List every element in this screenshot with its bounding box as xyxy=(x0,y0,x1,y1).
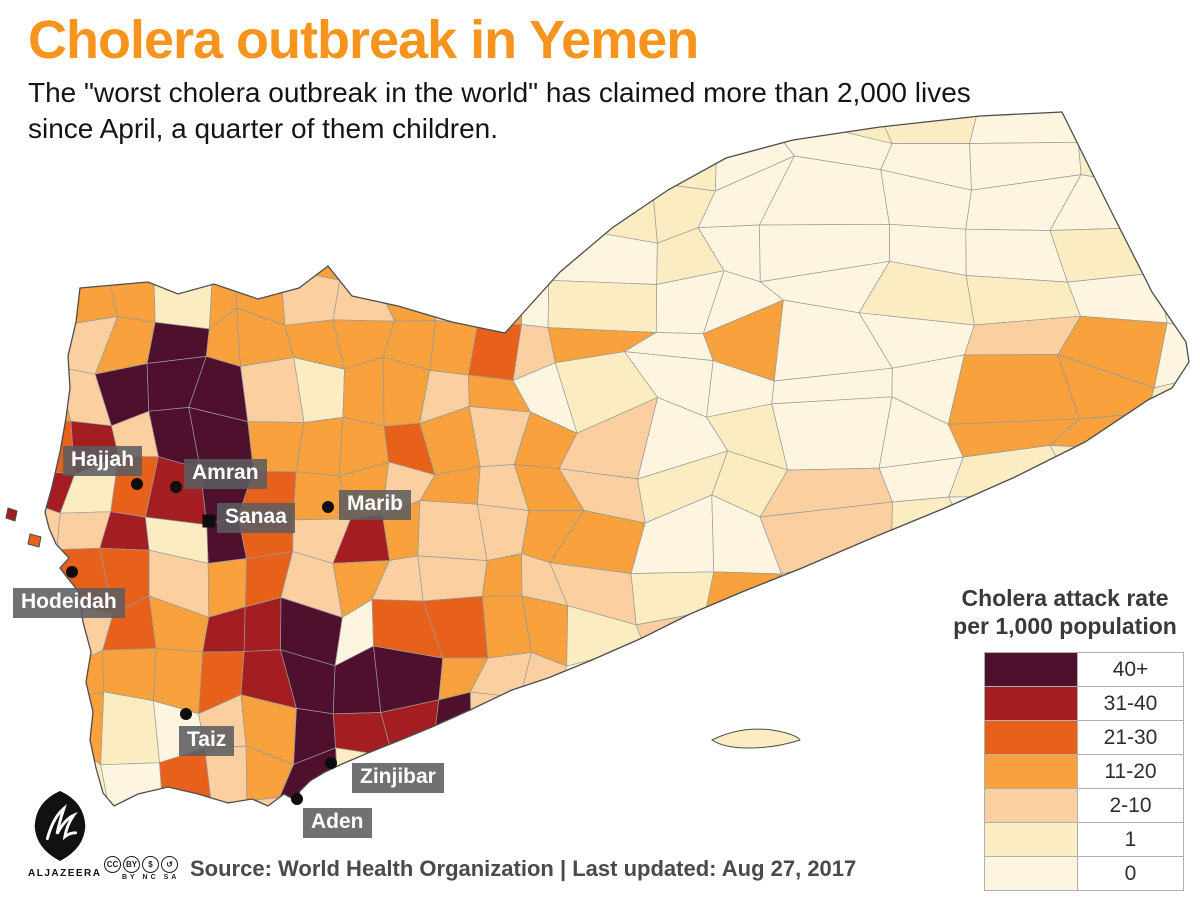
city-marker-hajjah xyxy=(131,478,143,490)
legend-label: 2-10 xyxy=(1078,789,1183,823)
legend-label: 40+ xyxy=(1078,653,1183,687)
city-label-aden: Aden xyxy=(303,808,372,839)
city-marker-taiz xyxy=(180,708,192,720)
cc-license-icons: CC BY $ ↺ BY NC SA xyxy=(104,854,192,881)
legend-row-40+: 40+ xyxy=(984,652,1184,688)
legend-row-31-40: 31-40 xyxy=(984,686,1184,722)
city-marker-amran xyxy=(170,481,182,493)
city-marker-aden xyxy=(291,793,303,805)
legend-label: 1 xyxy=(1078,823,1183,857)
legend-swatch xyxy=(985,857,1078,891)
legend-swatch xyxy=(985,721,1078,755)
city-marker-zinjibar xyxy=(325,757,337,769)
city-label-zinjibar: Zinjibar xyxy=(352,763,444,794)
legend-row-11-20: 11-20 xyxy=(984,754,1184,790)
legend-title-line-2: per 1,000 population xyxy=(953,612,1177,639)
subtitle-line-1: The "worst cholera outbreak in the world… xyxy=(28,76,971,108)
city-label-taiz: Taiz xyxy=(179,726,235,757)
yemen-outline xyxy=(44,111,1190,807)
city-label-marib: Marib xyxy=(339,490,412,521)
legend: Cholera attack rate per 1,000 population… xyxy=(938,585,1192,892)
city-marker-hodeidah xyxy=(66,566,78,578)
legend-label: 31-40 xyxy=(1078,687,1183,721)
city-label-hajjah: Hajjah xyxy=(63,446,143,477)
island xyxy=(5,507,18,522)
source-line: Source: World Health Organization | Last… xyxy=(190,856,857,881)
city-label-sanaa: Sanaa xyxy=(217,503,295,534)
district xyxy=(246,796,289,806)
legend-swatch xyxy=(985,823,1078,857)
aljazeera-logo: ALJAZEERA xyxy=(28,790,102,879)
cc-circles: CC BY $ ↺ xyxy=(104,854,192,873)
cc-icon-cc: CC xyxy=(104,856,121,873)
cc-icon-↺: ↺ xyxy=(161,856,178,873)
cc-caption: BY NC SA xyxy=(122,874,180,881)
page-title: Cholera outbreak in Yemen xyxy=(28,10,699,70)
city-label-amran: Amran xyxy=(184,459,267,490)
legend-row-21-30: 21-30 xyxy=(984,720,1184,756)
island xyxy=(711,728,801,749)
legend-swatch xyxy=(985,789,1078,823)
city-label-hodeidah: Hodeidah xyxy=(13,588,125,619)
legend-swatch xyxy=(985,653,1078,687)
city-marker-sanaa xyxy=(202,514,216,528)
legend-label: 11-20 xyxy=(1078,755,1183,789)
legend-title: Cholera attack rate per 1,000 population xyxy=(938,585,1192,640)
legend-title-line-1: Cholera attack rate xyxy=(961,585,1169,611)
legend-row-1: 1 xyxy=(984,822,1184,858)
city-marker-marib xyxy=(322,501,334,513)
legend-label: 21-30 xyxy=(1078,721,1183,755)
legend-row-0: 0 xyxy=(984,856,1184,892)
legend-rows: 40+ 31-40 21-30 11-20 2-10 1 0 xyxy=(984,652,1184,892)
aljazeera-logo-text: ALJAZEERA xyxy=(28,868,102,879)
footer: ALJAZEERA CC BY $ ↺ BY NC SA Source: World … xyxy=(0,788,1200,900)
subtitle: The "worst cholera outbreak in the world… xyxy=(28,75,971,148)
aljazeera-logo-icon xyxy=(34,790,86,862)
cc-icon-$: $ xyxy=(142,856,159,873)
header: Cholera outbreak in Yemen The "worst cho… xyxy=(28,12,971,147)
legend-row-2-10: 2-10 xyxy=(984,788,1184,824)
cc-icon-by: BY xyxy=(123,856,140,873)
subtitle-line-2: since April, a quarter of them children. xyxy=(28,113,499,145)
island xyxy=(27,533,42,548)
legend-label: 0 xyxy=(1078,857,1183,891)
legend-swatch xyxy=(985,687,1078,721)
district xyxy=(1153,322,1189,389)
islands-layer xyxy=(5,507,801,749)
legend-swatch xyxy=(985,755,1078,789)
